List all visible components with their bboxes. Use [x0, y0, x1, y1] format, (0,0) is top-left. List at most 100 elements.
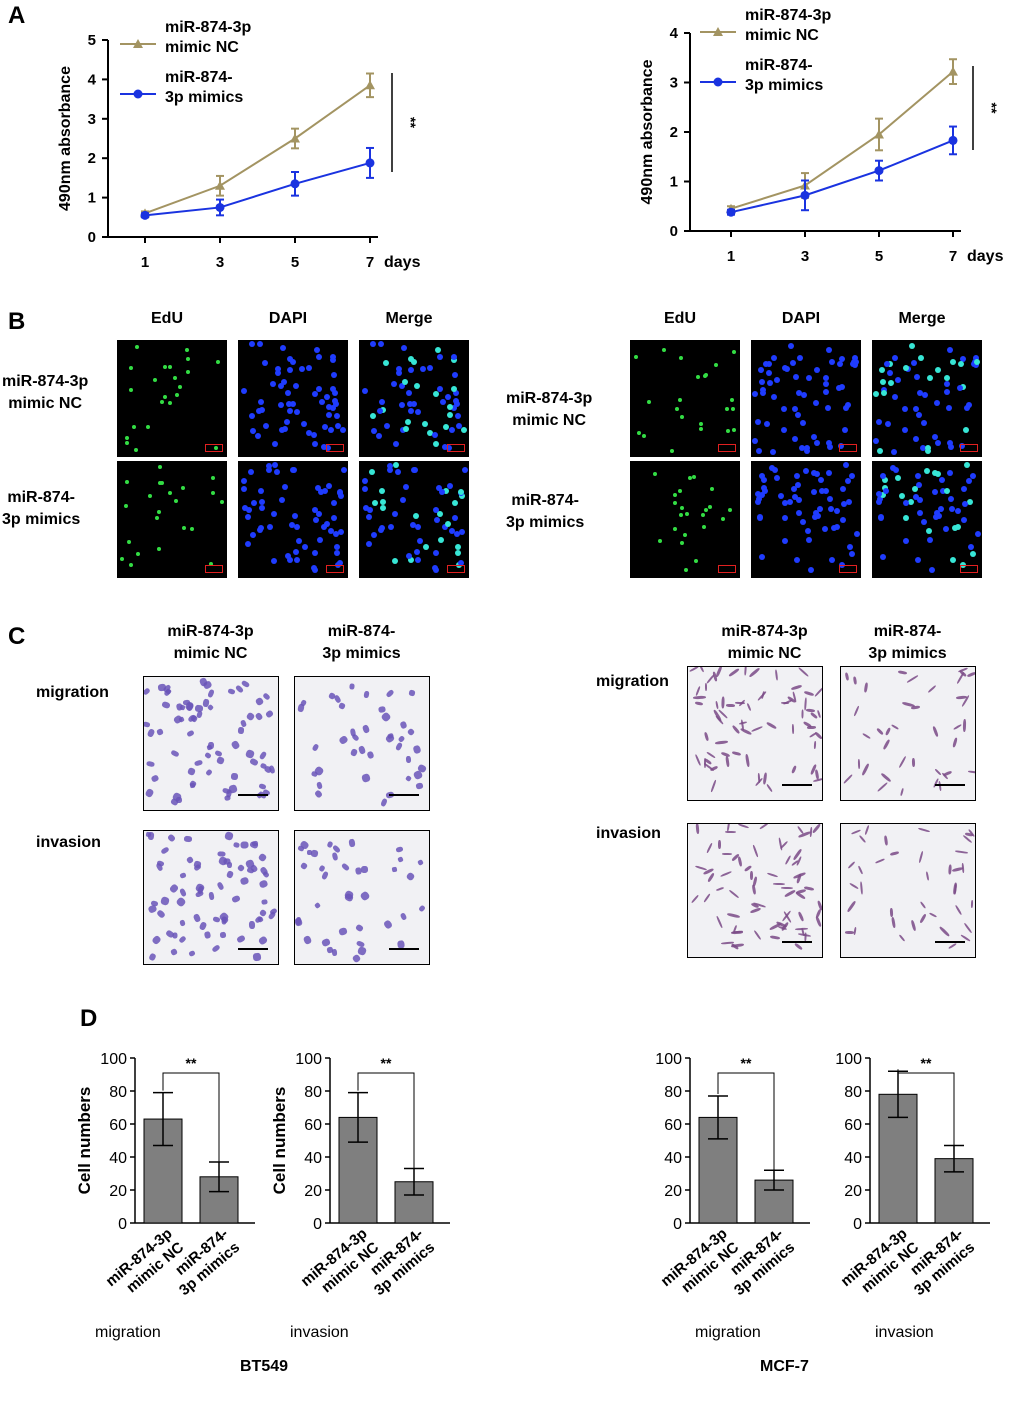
- significance-label: **: [403, 117, 419, 128]
- microscopy-image: [872, 461, 982, 578]
- row-label: miR-874- 3p mimics: [506, 492, 585, 531]
- group-label: invasion: [875, 1324, 934, 1341]
- data-point: [290, 179, 300, 189]
- x-tick-label: 3: [801, 248, 809, 265]
- column-label: miR-874- 3p mimics: [868, 623, 947, 662]
- x-tick-label: 7: [366, 254, 374, 271]
- microscopy-image: [751, 340, 861, 457]
- y-tick-label: 100: [655, 1051, 682, 1068]
- y-tick-label: 3: [670, 75, 678, 92]
- y-tick-label: 0: [670, 223, 678, 240]
- y-tick-label: 0: [673, 1216, 682, 1233]
- y-tick-label: 20: [109, 1183, 127, 1200]
- panel-label-d: D: [80, 1005, 98, 1032]
- column-label-dapi: DAPI: [781, 310, 821, 327]
- transwell-image: [687, 823, 823, 958]
- row-label-migration: migration: [36, 684, 109, 701]
- group-label: invasion: [290, 1324, 349, 1341]
- line-chart-bt549: 0 1 2 3 4 5 1 3 5 7 days 490nm absorbance miR-874-3p…: [57, 19, 421, 271]
- transwell-image: [687, 666, 823, 801]
- y-tick-label: 3: [88, 111, 96, 128]
- y-tick-label: 2: [670, 124, 678, 141]
- microscopy-image: [872, 340, 982, 457]
- x-axis-label: days: [384, 254, 421, 271]
- microscopy-image: [117, 461, 227, 578]
- column-label: miR-874-3p mimic NC: [167, 623, 254, 662]
- y-tick-label: 0: [88, 229, 96, 246]
- column-label: miR-874- 3p mimics: [322, 623, 401, 662]
- category-label: miR-874-3p mimics: [359, 1225, 438, 1299]
- category-label: miR-874-3p mimics: [899, 1225, 978, 1299]
- legend-marker: [713, 77, 723, 87]
- y-tick-label: 60: [664, 1117, 682, 1134]
- significance-label: **: [741, 1055, 752, 1071]
- significance-bracket: [897, 1069, 955, 1159]
- category-label: miR-874-3p mimics: [164, 1225, 243, 1299]
- series-line-1: [730, 139, 954, 214]
- legend-label: miR-874-3p mimic NC: [745, 7, 831, 44]
- group-label: migration: [695, 1324, 761, 1341]
- y-tick-label: 60: [304, 1117, 322, 1134]
- y-axis-label: Cell numbers: [270, 1087, 289, 1195]
- microscopy-image: [630, 461, 740, 578]
- data-point: [290, 133, 300, 143]
- microscopy-image: [359, 461, 469, 578]
- y-tick-label: 20: [664, 1183, 682, 1200]
- group-label: migration: [95, 1324, 161, 1341]
- significance-label: **: [984, 103, 1000, 114]
- data-point: [948, 135, 958, 145]
- data-point: [215, 180, 225, 190]
- y-tick-label: 1: [88, 190, 96, 207]
- y-tick-label: 80: [109, 1084, 127, 1101]
- column-label: miR-874-3p mimic NC: [721, 623, 808, 662]
- transwell-image: [143, 676, 279, 811]
- data-point: [140, 210, 150, 220]
- y-tick-label: 0: [853, 1216, 862, 1233]
- y-tick-label: 80: [844, 1084, 862, 1101]
- microscopy-image: [359, 340, 469, 457]
- legend-marker: [133, 89, 143, 99]
- cell-line-label-bt549: BT549: [240, 1358, 289, 1375]
- category-label: miR-874-3p mimics: [719, 1225, 798, 1299]
- y-tick-label: 40: [304, 1150, 322, 1167]
- y-tick-label: 4: [670, 25, 679, 42]
- legend-label: miR-874-3p mimics: [745, 57, 823, 94]
- y-tick-label: 80: [304, 1084, 322, 1101]
- y-tick-label: 100: [295, 1051, 322, 1068]
- data-point: [215, 202, 225, 212]
- column-label-merge: Merge: [898, 310, 946, 327]
- data-point: [800, 190, 810, 200]
- data-point: [365, 80, 375, 90]
- row-label-migration: migration: [596, 673, 669, 690]
- y-tick-label: 20: [844, 1183, 862, 1200]
- data-point: [874, 129, 884, 139]
- data-point: [948, 66, 958, 76]
- microscopy-image: [751, 461, 861, 578]
- y-axis-label: 490nm absorbance: [639, 59, 656, 204]
- data-point: [874, 166, 884, 176]
- x-tick-label: 5: [291, 254, 299, 271]
- y-tick-label: 40: [664, 1150, 682, 1167]
- column-label-edu: EdU: [664, 310, 696, 327]
- y-tick-label: 2: [88, 150, 96, 167]
- y-tick-label: 4: [88, 71, 97, 88]
- series-line-1: [144, 161, 371, 217]
- significance-bracket: [162, 1072, 220, 1177]
- data-point: [726, 207, 736, 217]
- panel-label-c: C: [8, 623, 26, 650]
- legend-label: miR-874-3p mimics: [165, 69, 243, 106]
- significance-label: **: [381, 1055, 392, 1071]
- transwell-image: [294, 676, 430, 811]
- significance-label: **: [186, 1055, 197, 1071]
- y-tick-label: 5: [88, 32, 96, 49]
- x-tick-label: 1: [727, 248, 735, 265]
- row-label: miR-874-3p mimic NC: [2, 373, 89, 412]
- row-label: miR-874-3p mimic NC: [506, 390, 593, 429]
- legend-marker: [133, 39, 143, 48]
- microscopy-image: [238, 340, 348, 457]
- y-tick-label: 60: [844, 1117, 862, 1134]
- transwell-image: [294, 830, 430, 965]
- series-line-0: [730, 70, 954, 210]
- significance-label: **: [921, 1055, 932, 1071]
